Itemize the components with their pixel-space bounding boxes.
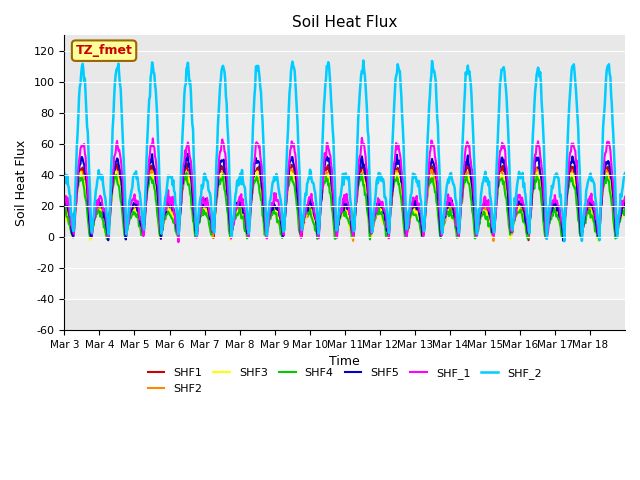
SHF_1 — [621, 194, 629, 200]
SHF_2 — [435, 147, 442, 153]
SHF1 — [126, 212, 134, 217]
SHF5 — [230, 214, 238, 219]
SHF4 — [61, 205, 68, 211]
SHF1 — [230, 217, 238, 223]
SHF3 — [403, 225, 411, 231]
Legend: SHF1, SHF2, SHF3, SHF4, SHF5, SHF_1, SHF_2: SHF1, SHF2, SHF3, SHF4, SHF5, SHF_1, SHF… — [143, 364, 546, 398]
SHF4 — [621, 206, 629, 212]
SHF2 — [257, 191, 265, 196]
SHF1 — [435, 205, 442, 211]
SHF5 — [560, 238, 568, 244]
SHF_1 — [126, 206, 134, 212]
SHF5 — [621, 201, 629, 206]
SHF5 — [435, 201, 442, 207]
SHF5 — [258, 184, 266, 190]
SHF_1 — [175, 239, 182, 245]
Text: TZ_fmet: TZ_fmet — [76, 44, 132, 57]
SHF1 — [403, 229, 411, 235]
SHF2 — [621, 210, 629, 216]
SHF2 — [434, 204, 442, 209]
SHF2 — [532, 166, 540, 171]
SHF2 — [403, 226, 410, 232]
SHF_1 — [435, 206, 443, 212]
SHF5 — [126, 211, 134, 216]
SHF3 — [113, 168, 120, 174]
SHF_2 — [257, 90, 265, 96]
SHF3 — [230, 217, 238, 223]
SHF2 — [229, 219, 237, 225]
Y-axis label: Soil Heat Flux: Soil Heat Flux — [15, 140, 28, 226]
SHF4 — [182, 170, 190, 176]
Line: SHF_2: SHF_2 — [65, 60, 625, 241]
SHF1 — [182, 160, 190, 166]
SHF_1 — [358, 135, 365, 141]
SHF_1 — [258, 164, 266, 169]
SHF_1 — [279, 228, 287, 234]
SHF3 — [279, 230, 287, 236]
SHF2 — [61, 208, 68, 214]
SHF5 — [184, 151, 192, 156]
SHF_2 — [126, 195, 134, 201]
SHF5 — [61, 200, 68, 205]
SHF1 — [525, 237, 532, 243]
SHF5 — [403, 224, 411, 229]
SHF2 — [278, 233, 286, 239]
X-axis label: Time: Time — [330, 355, 360, 369]
SHF3 — [61, 207, 68, 213]
Title: Soil Heat Flux: Soil Heat Flux — [292, 15, 397, 30]
Line: SHF1: SHF1 — [65, 163, 625, 240]
Bar — [65, 113, 625, 175]
SHF_1 — [230, 220, 238, 226]
SHF_2 — [278, 215, 286, 221]
SHF_1 — [61, 197, 68, 203]
SHF5 — [279, 234, 287, 240]
SHF_2 — [360, 58, 367, 63]
SHF_1 — [404, 223, 412, 229]
SHF1 — [279, 230, 287, 236]
Bar — [65, 36, 625, 113]
SHF4 — [258, 197, 266, 203]
SHF4 — [279, 230, 287, 236]
SHF2 — [126, 214, 134, 220]
Line: SHF_1: SHF_1 — [65, 138, 625, 242]
SHF_2 — [403, 226, 411, 231]
SHF_2 — [229, 217, 237, 223]
SHF4 — [126, 214, 134, 219]
SHF4 — [230, 215, 238, 221]
SHF4 — [404, 223, 412, 228]
Line: SHF4: SHF4 — [65, 173, 625, 240]
SHF3 — [258, 198, 266, 204]
SHF2 — [490, 238, 497, 244]
SHF3 — [621, 207, 629, 213]
SHF4 — [366, 237, 374, 242]
Bar — [65, 299, 625, 330]
SHF4 — [435, 227, 443, 232]
Line: SHF3: SHF3 — [65, 171, 625, 241]
SHF_2 — [621, 170, 629, 176]
SHF_2 — [561, 238, 568, 244]
SHF_2 — [61, 170, 68, 176]
SHF1 — [258, 184, 266, 190]
SHF3 — [435, 216, 442, 222]
Bar — [65, 237, 625, 299]
Line: SHF5: SHF5 — [65, 154, 625, 241]
SHF3 — [127, 208, 135, 214]
Bar — [65, 175, 625, 237]
Line: SHF2: SHF2 — [65, 168, 625, 241]
SHF1 — [621, 199, 629, 205]
SHF3 — [594, 238, 602, 244]
SHF1 — [61, 202, 68, 208]
